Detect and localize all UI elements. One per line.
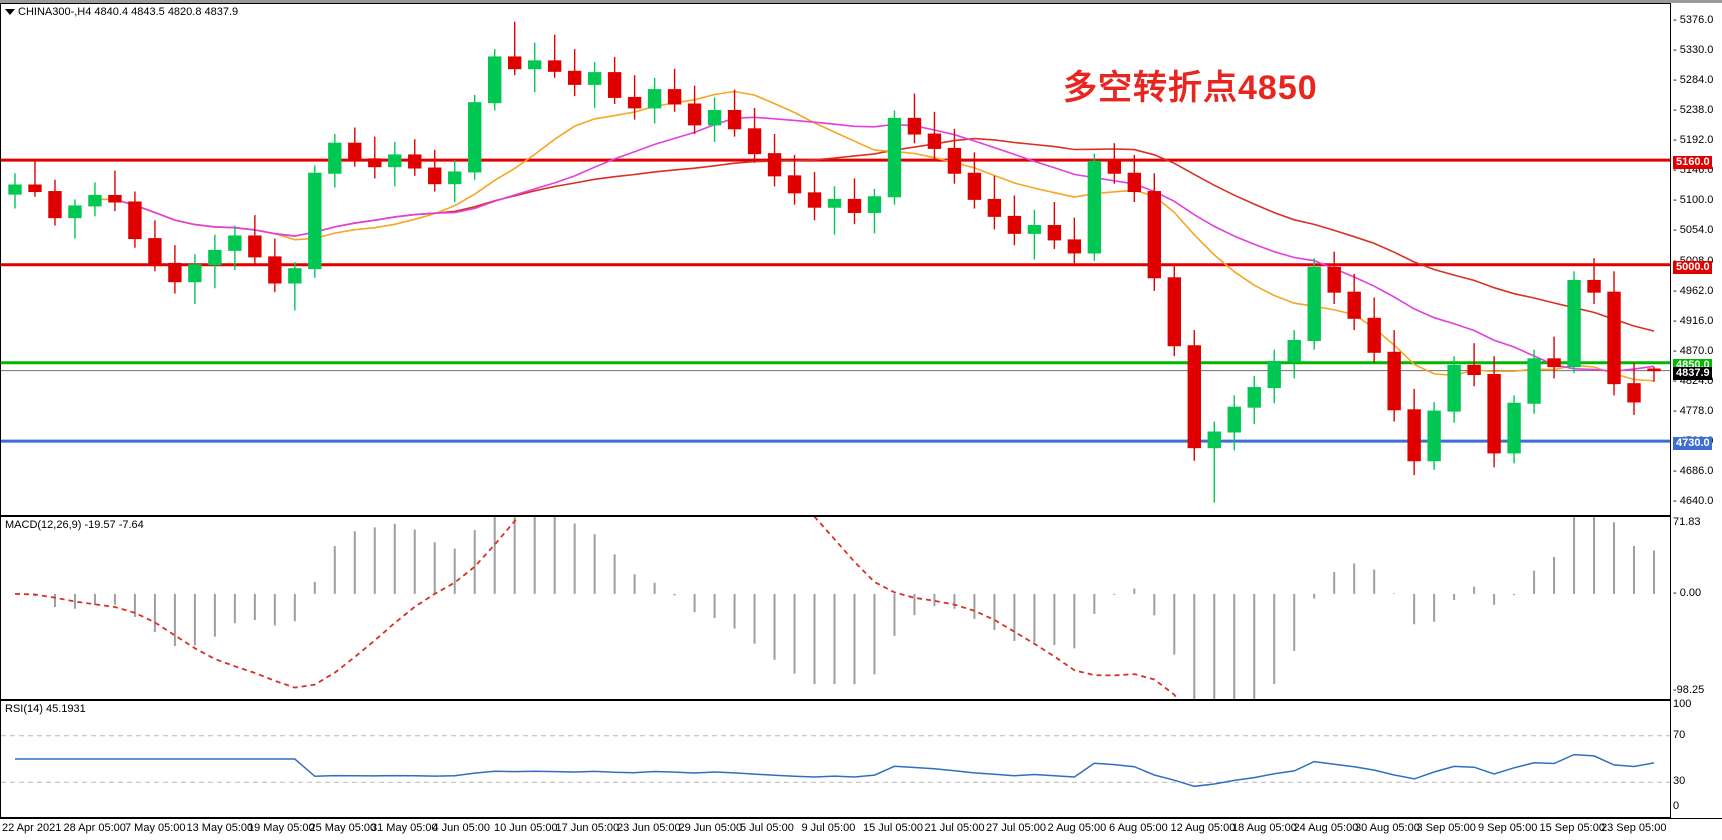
price-pane-label: CHINA300-,H4 4840.4 4843.5 4820.8 4837.9 [18, 6, 239, 18]
rsi-axis-tick: 70 [1673, 728, 1686, 741]
price-axis[interactable]: - 5376.0 - 5330.0 - 5284.0 - 5238.0 - 5192.0… [1671, 3, 1722, 516]
time-axis-tick: 12 Aug 05:00 [1170, 822, 1236, 834]
time-axis-tick: 17 Jun 05:00 [555, 822, 620, 834]
rsi-pane[interactable] [0, 700, 1671, 818]
time-axis-tick: 2 Aug 05:00 [1047, 822, 1107, 834]
rsi-axis-tick: 30 [1673, 775, 1686, 788]
price-axis-tick: - 4640.0 [1673, 494, 1714, 507]
macd-axis-tick: - 0.00 [1673, 586, 1702, 599]
time-axis-tick: 13 May 05:00 [186, 822, 254, 834]
time-axis-tick: 24 Aug 05:00 [1293, 822, 1359, 834]
time-axis-tick: 23 Sep 05:00 [1601, 822, 1667, 834]
price-axis-tick: - 4824.0 [1673, 374, 1714, 387]
macd-pane[interactable] [0, 516, 1671, 700]
price-badge-support[interactable]: 4730.0 [1673, 437, 1712, 451]
rsi-axis-tick: 100 [1673, 698, 1692, 710]
price-axis-tick: - 5284.0 [1673, 74, 1714, 87]
time-axis-tick: 21 Jul 05:00 [924, 822, 985, 834]
macd-axis: 71.83 - 0.00 -98.25 [1671, 516, 1722, 700]
price-axis-tick: - 5146.0 [1673, 164, 1714, 177]
time-axis-tick: 23 Jun 05:00 [617, 822, 681, 834]
time-axis-tick: 15 Sep 05:00 [1539, 822, 1605, 834]
price-axis-tick: - 5100.0 [1673, 194, 1714, 207]
price-axis-tick: - 5054.0 [1673, 224, 1714, 237]
triangle-down-icon[interactable] [5, 9, 15, 15]
price-axis-tick: - 5376.0 [1673, 14, 1714, 27]
time-axis-tick: 3 Sep 05:00 [1416, 822, 1476, 834]
chart-annotation-text: 多空转折点4850 [1063, 69, 1318, 107]
time-axis-tick: 9 Sep 05:00 [1478, 822, 1538, 834]
time-axis-tick: 29 Jun 05:00 [678, 822, 743, 834]
macd-axis-tick: 71.83 [1673, 516, 1701, 528]
time-axis-tick: 10 Jun 05:00 [494, 822, 558, 834]
time-axis-tick: 19 May 05:00 [248, 822, 315, 834]
macd-axis-tick: -98.25 [1673, 684, 1705, 696]
price-axis-tick: - 4686.0 [1673, 464, 1714, 477]
time-axis-tick: 15 Jul 05:00 [863, 822, 923, 834]
time-axis-tick: 28 Apr 05:00 [63, 822, 126, 834]
time-axis-tick: 7 May 05:00 [125, 822, 186, 834]
rsi-axis-tick: 0 [1673, 800, 1680, 812]
price-axis-tick: - 4870.0 [1673, 344, 1714, 357]
price-axis-tick: - 5238.0 [1673, 104, 1714, 117]
macd-plot [14, 517, 1656, 699]
macd-pane-label: MACD(12,26,9) -19.57 -7.64 [5, 519, 144, 531]
price-badge-last-price[interactable]: 4837.9 [1673, 366, 1712, 380]
time-axis-tick: 18 Aug 05:00 [1232, 822, 1297, 834]
price-axis-tick: - 4778.0 [1673, 404, 1714, 417]
time-axis-tick: 4 Jun 05:00 [432, 822, 491, 834]
time-axis[interactable]: 22 Apr 2021 28 Apr 05:00 7 May 05:00 13 May… [0, 818, 1722, 840]
price-badge-resistance[interactable]: 5160.0 [1673, 156, 1712, 170]
price-axis-tick: - 5192.0 [1673, 134, 1714, 147]
time-axis-tick: 25 May 05:00 [309, 822, 377, 834]
price-axis-tick: - 5330.0 [1673, 44, 1714, 57]
time-axis-tick: 6 Aug 05:00 [1109, 822, 1168, 834]
price-chart-pane[interactable] [0, 3, 1671, 516]
price-badge-resistance[interactable]: 5000.0 [1673, 260, 1712, 274]
time-axis-tick: 9 Jul 05:00 [801, 822, 856, 834]
time-axis-tick: 27 Jul 05:00 [986, 822, 1046, 834]
price-axis-tick: - 4916.0 [1673, 314, 1714, 327]
price-candlestick-plot [1, 21, 1670, 503]
time-axis-tick: 22 Apr 2021 [2, 822, 62, 834]
rsi-axis: 100 70 30 0 [1671, 698, 1722, 818]
rsi-pane-label: RSI(14) 45.1931 [5, 703, 86, 715]
price-axis-tick: - 5008.0 [1673, 255, 1713, 267]
time-axis-tick: 31 May 05:00 [371, 822, 438, 834]
rsi-plot [1, 735, 1670, 788]
time-axis-tick: 30 Aug 05:00 [1355, 822, 1420, 834]
price-axis-tick: - 4962.0 [1673, 284, 1714, 297]
time-axis-tick: 5 Jul 05:00 [740, 822, 794, 834]
